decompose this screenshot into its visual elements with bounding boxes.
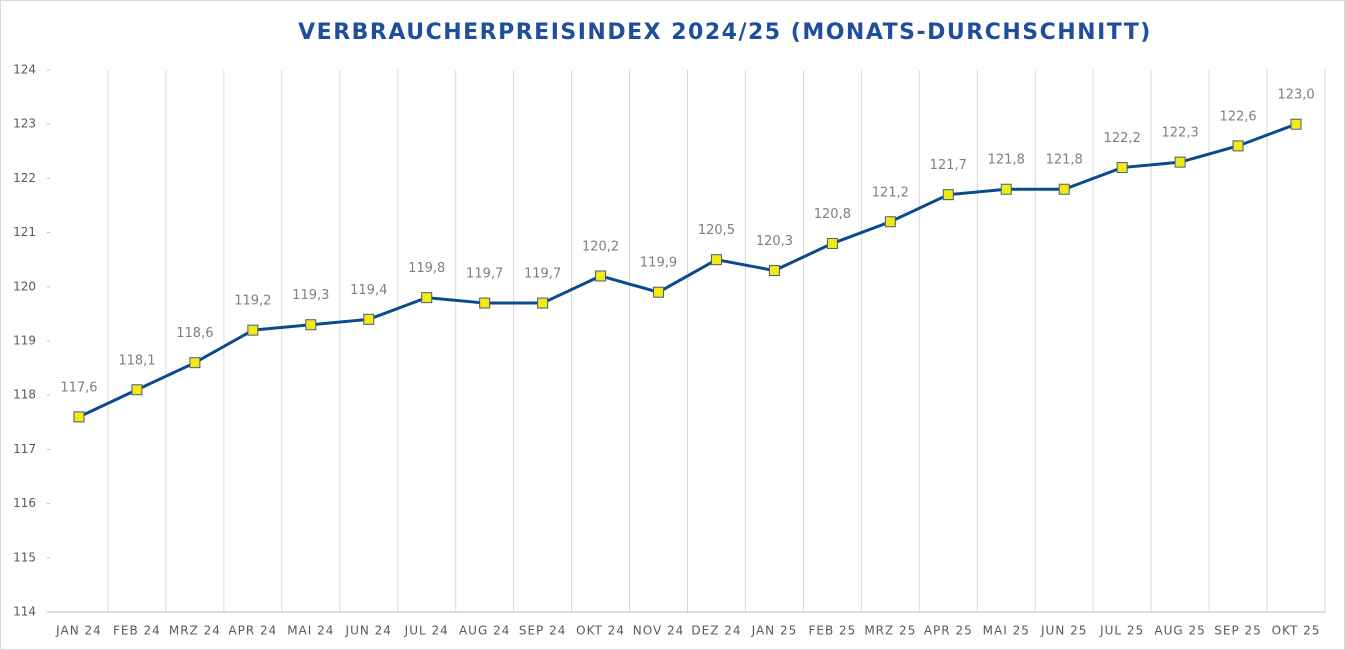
x-tick-label: JUL 25 xyxy=(1099,624,1144,638)
value-label: 119,2 xyxy=(234,294,271,309)
x-tick-label: JAN 25 xyxy=(751,624,798,638)
x-tick-label: APR 24 xyxy=(228,624,277,638)
data-point xyxy=(363,313,375,325)
x-tick-label: JAN 24 xyxy=(55,624,102,638)
value-label: 120,2 xyxy=(582,239,619,254)
data-line xyxy=(78,122,1297,419)
value-label: 120,3 xyxy=(756,234,793,249)
value-label: 118,6 xyxy=(176,326,213,341)
data-point xyxy=(826,237,838,249)
x-tick-label: JUN 25 xyxy=(1040,624,1087,638)
y-tick-label: 122 xyxy=(13,171,36,185)
data-point xyxy=(1290,118,1302,130)
value-label: 122,6 xyxy=(1219,109,1256,124)
data-point xyxy=(189,357,201,369)
x-tick-label: MAI 25 xyxy=(983,624,1030,638)
x-tick-label: MAI 24 xyxy=(287,624,334,638)
x-tick-label: OKT 24 xyxy=(576,624,625,638)
value-label: 119,3 xyxy=(292,288,329,303)
data-point xyxy=(595,270,607,282)
data-point xyxy=(479,297,491,309)
x-tick-label: JUL 24 xyxy=(404,624,449,638)
value-label: 117,6 xyxy=(60,380,97,395)
y-tick-label: 124 xyxy=(13,63,36,77)
x-tick-label: SEP 24 xyxy=(519,624,567,638)
value-label: 119,8 xyxy=(408,261,445,276)
data-point xyxy=(1116,162,1128,174)
x-tick-label: JUN 24 xyxy=(345,624,392,638)
y-tick-label: 117 xyxy=(13,442,36,456)
value-label: 121,7 xyxy=(930,158,967,173)
x-tick-label: APR 25 xyxy=(924,624,973,638)
y-tick-label: 119 xyxy=(13,334,36,348)
x-tick-label: SEP 25 xyxy=(1214,624,1262,638)
data-point xyxy=(1174,156,1186,168)
value-label: 123,0 xyxy=(1277,88,1314,103)
y-tick-label: 116 xyxy=(13,496,36,510)
value-label: 119,7 xyxy=(524,267,561,282)
chart-title: VERBRAUCHERPREISINDEX 2024/25 (MONATS-DU… xyxy=(298,20,1152,45)
data-point xyxy=(1000,183,1012,195)
y-tick-label: 118 xyxy=(13,388,36,402)
x-tick-label: MRZ 25 xyxy=(864,624,916,638)
value-label: 122,2 xyxy=(1104,131,1141,146)
data-point xyxy=(537,297,549,309)
y-tick-label: 115 xyxy=(13,550,36,564)
y-tick-label: 120 xyxy=(13,279,36,293)
x-tick-label: AUG 25 xyxy=(1154,624,1205,638)
value-label: 121,8 xyxy=(988,153,1025,168)
x-tick-label: AUG 24 xyxy=(459,624,510,638)
data-point xyxy=(1058,183,1070,195)
value-label: 121,8 xyxy=(1046,153,1083,168)
value-label: 119,7 xyxy=(466,267,503,282)
data-point xyxy=(653,286,665,298)
value-label: 121,2 xyxy=(872,185,909,200)
data-point xyxy=(421,292,433,304)
value-label: 119,9 xyxy=(640,256,677,271)
value-label: 122,3 xyxy=(1162,126,1199,141)
data-point xyxy=(131,384,143,396)
data-point xyxy=(73,411,85,423)
data-point xyxy=(768,265,780,277)
x-tick-label: MRZ 24 xyxy=(169,624,221,638)
value-label: 120,5 xyxy=(698,223,735,238)
data-point xyxy=(305,319,317,331)
x-tick-label: OKT 25 xyxy=(1272,624,1321,638)
value-label: 119,4 xyxy=(350,283,387,298)
data-point xyxy=(1232,140,1244,152)
x-tick-label: DEZ 24 xyxy=(691,624,741,638)
data-point xyxy=(247,324,259,336)
data-point xyxy=(710,254,722,266)
value-label: 120,8 xyxy=(814,207,851,222)
y-tick-label: 114 xyxy=(13,605,36,619)
value-label: 118,1 xyxy=(118,353,155,368)
x-tick-label: NOV 24 xyxy=(633,624,685,638)
data-point xyxy=(942,189,954,201)
x-tick-label: FEB 25 xyxy=(808,624,856,638)
y-tick-label: 123 xyxy=(13,117,36,131)
y-tick-label: 121 xyxy=(13,225,36,239)
x-tick-label: FEB 24 xyxy=(113,624,161,638)
data-point xyxy=(884,216,896,228)
